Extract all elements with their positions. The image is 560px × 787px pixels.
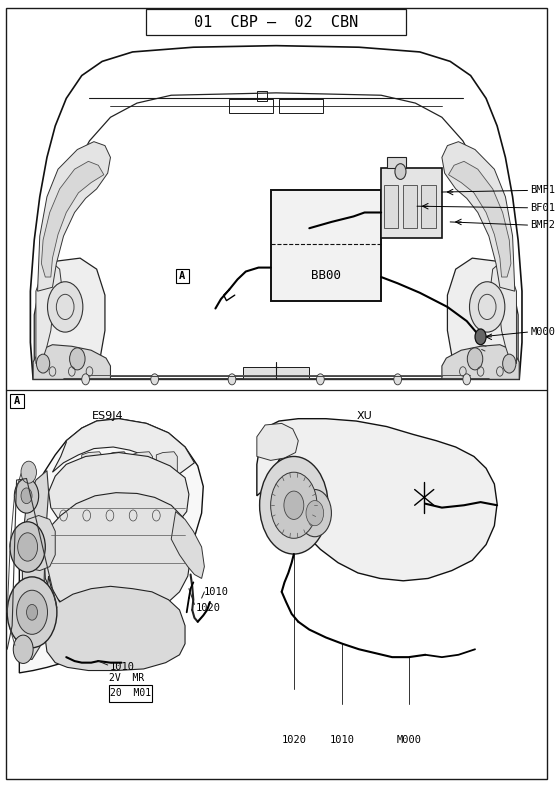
Circle shape xyxy=(21,461,36,483)
Text: 20  M01: 20 M01 xyxy=(110,689,151,698)
Circle shape xyxy=(13,635,33,663)
Text: 1010: 1010 xyxy=(109,662,134,671)
Polygon shape xyxy=(53,419,194,474)
Bar xyxy=(270,190,381,301)
Text: 1020: 1020 xyxy=(196,603,221,612)
Circle shape xyxy=(48,282,83,332)
Bar xyxy=(243,367,309,379)
Text: A: A xyxy=(14,397,20,406)
Ellipse shape xyxy=(73,360,93,376)
Polygon shape xyxy=(38,142,110,291)
Circle shape xyxy=(36,354,50,373)
Polygon shape xyxy=(44,493,190,615)
Polygon shape xyxy=(33,345,110,379)
Polygon shape xyxy=(82,452,102,485)
Bar xyxy=(109,685,152,702)
Circle shape xyxy=(394,374,402,385)
Text: BMF1: BMF1 xyxy=(530,186,556,195)
Circle shape xyxy=(21,488,32,504)
Polygon shape xyxy=(257,419,497,581)
Bar xyxy=(381,168,442,238)
Circle shape xyxy=(10,522,45,572)
Polygon shape xyxy=(132,452,152,485)
Circle shape xyxy=(284,491,304,519)
Text: XU: XU xyxy=(357,412,372,421)
Polygon shape xyxy=(442,345,519,379)
Polygon shape xyxy=(171,512,204,578)
Bar xyxy=(176,269,189,283)
Polygon shape xyxy=(442,142,515,291)
Text: 1010: 1010 xyxy=(203,587,228,597)
Text: BF01: BF01 xyxy=(530,203,556,212)
Text: BMF2: BMF2 xyxy=(530,220,556,230)
Bar xyxy=(146,9,406,35)
Circle shape xyxy=(7,577,57,648)
Polygon shape xyxy=(257,423,298,460)
Polygon shape xyxy=(41,161,104,277)
Bar xyxy=(386,157,406,168)
Text: 01  CBP –  02  CBN: 01 CBP – 02 CBN xyxy=(194,14,358,30)
Polygon shape xyxy=(20,419,203,673)
Bar xyxy=(229,99,273,113)
Circle shape xyxy=(298,490,332,537)
Text: 1020: 1020 xyxy=(281,735,306,745)
Circle shape xyxy=(228,374,236,385)
Bar xyxy=(384,185,398,228)
Text: BB00: BB00 xyxy=(311,269,341,282)
Circle shape xyxy=(270,472,317,538)
Circle shape xyxy=(503,354,516,373)
Text: A: A xyxy=(179,272,185,281)
Bar xyxy=(422,185,436,228)
Bar xyxy=(403,185,417,228)
Polygon shape xyxy=(22,471,49,660)
Ellipse shape xyxy=(41,357,57,371)
Circle shape xyxy=(395,164,406,179)
Polygon shape xyxy=(449,161,511,277)
Bar xyxy=(257,91,267,101)
Circle shape xyxy=(469,282,505,332)
Circle shape xyxy=(69,348,85,370)
Polygon shape xyxy=(22,515,55,571)
Polygon shape xyxy=(447,258,518,379)
Circle shape xyxy=(306,501,324,526)
Polygon shape xyxy=(49,453,189,547)
Text: 1010: 1010 xyxy=(330,735,355,745)
Circle shape xyxy=(151,374,158,385)
Polygon shape xyxy=(106,452,128,485)
Circle shape xyxy=(463,374,470,385)
Bar xyxy=(279,99,323,113)
Text: ES9J4: ES9J4 xyxy=(92,412,124,421)
Circle shape xyxy=(26,604,38,620)
Text: M000: M000 xyxy=(530,327,556,337)
Circle shape xyxy=(316,374,324,385)
Circle shape xyxy=(467,348,483,370)
Polygon shape xyxy=(36,263,62,364)
Circle shape xyxy=(17,590,48,634)
Polygon shape xyxy=(34,258,105,379)
Text: 2V  MR: 2V MR xyxy=(109,674,144,683)
Text: M000: M000 xyxy=(396,735,421,745)
Polygon shape xyxy=(156,452,178,485)
Circle shape xyxy=(475,329,486,345)
Circle shape xyxy=(15,478,39,513)
Bar xyxy=(10,394,24,408)
Circle shape xyxy=(82,374,90,385)
Polygon shape xyxy=(44,576,185,671)
Circle shape xyxy=(260,456,328,554)
Polygon shape xyxy=(491,263,516,364)
Circle shape xyxy=(18,533,38,561)
